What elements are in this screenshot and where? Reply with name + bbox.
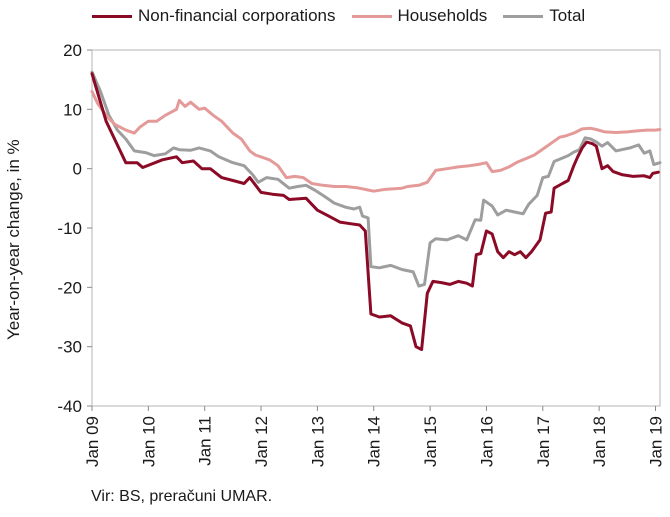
x-tick-label: Jan 13 xyxy=(308,416,327,467)
x-tick-label: Jan 15 xyxy=(421,416,440,467)
legend-label-households: Households xyxy=(397,6,488,25)
x-tick-label: Jan 12 xyxy=(252,416,271,467)
series-line-total xyxy=(90,70,662,288)
series-line-non-financial xyxy=(90,72,660,352)
legend-swatch-non-financial xyxy=(92,14,132,18)
x-tick-label: Jan 19 xyxy=(646,416,665,467)
y-tick-label: 20 xyxy=(63,41,82,60)
y-tick-label: -40 xyxy=(57,397,82,416)
x-tick-label: Jan 11 xyxy=(196,416,215,466)
legend-item-households: Households xyxy=(351,6,488,26)
x-tick-label: Jan 10 xyxy=(139,416,158,467)
legend-swatch-households xyxy=(351,14,392,18)
series-line-households xyxy=(90,90,662,193)
y-tick-label: 0 xyxy=(73,160,82,179)
y-tick-label: -10 xyxy=(57,219,82,238)
x-tick-label: Jan 16 xyxy=(477,416,496,467)
x-tick-label: Jan 17 xyxy=(534,416,553,467)
legend-label-total: Total xyxy=(549,6,586,25)
source-note: Vir: BS, preračuni UMAR. xyxy=(91,488,273,505)
x-tick-label: Jan 18 xyxy=(590,416,609,467)
x-tick-label: Jan 09 xyxy=(83,416,102,467)
legend-item-total: Total xyxy=(503,6,585,26)
x-tick-label: Jan 14 xyxy=(365,416,384,467)
chart-legend: Non-financial corporations Households To… xyxy=(92,6,601,26)
y-tick-label: 10 xyxy=(63,100,82,119)
y-tick-label: -30 xyxy=(57,338,82,357)
y-tick-label: -20 xyxy=(57,278,82,297)
legend-label-non-financial: Non-financial corporations xyxy=(138,6,336,25)
legend-swatch-total xyxy=(503,14,544,18)
legend-item-non-financial: Non-financial corporations xyxy=(92,6,336,26)
